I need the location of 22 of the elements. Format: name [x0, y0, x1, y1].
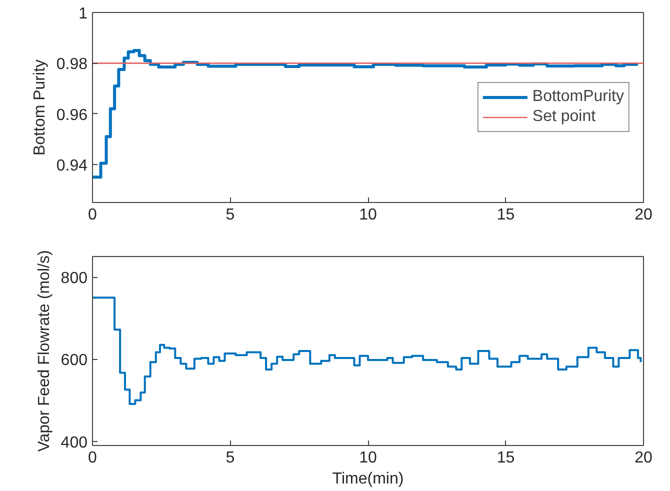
- x-tick-label: 10: [359, 450, 377, 466]
- x-tick-label: 0: [88, 206, 98, 224]
- y-tick-label: 1: [78, 6, 88, 22]
- y-tick-label: 0.94: [56, 158, 88, 174]
- x-tick-label: 15: [496, 450, 515, 466]
- x-tick-label: 20: [634, 450, 652, 466]
- x-tick-label: 10: [359, 206, 377, 224]
- y-tick-label: 800: [60, 270, 88, 288]
- y-axis-title: Vapor Feed Flowrate (mol/s): [36, 250, 53, 452]
- x-axis-title: Time(min): [332, 470, 404, 488]
- y-tick-label: 600: [60, 352, 88, 370]
- x-tick-label: 20: [634, 206, 652, 224]
- y-tick-label: 0.96: [56, 106, 88, 124]
- x-tick-label: 5: [226, 206, 235, 224]
- y-tick-label: 400: [60, 434, 88, 452]
- x-tick-label: 5: [226, 450, 235, 466]
- legend-label: Set point: [532, 108, 596, 126]
- y-axis-title: Bottom Purity: [31, 59, 48, 156]
- x-tick-label: 15: [496, 206, 515, 224]
- y-tick-label: 0.98: [56, 56, 88, 74]
- legend-label: BottomPurity: [532, 88, 624, 106]
- x-tick-label: 0: [88, 450, 98, 466]
